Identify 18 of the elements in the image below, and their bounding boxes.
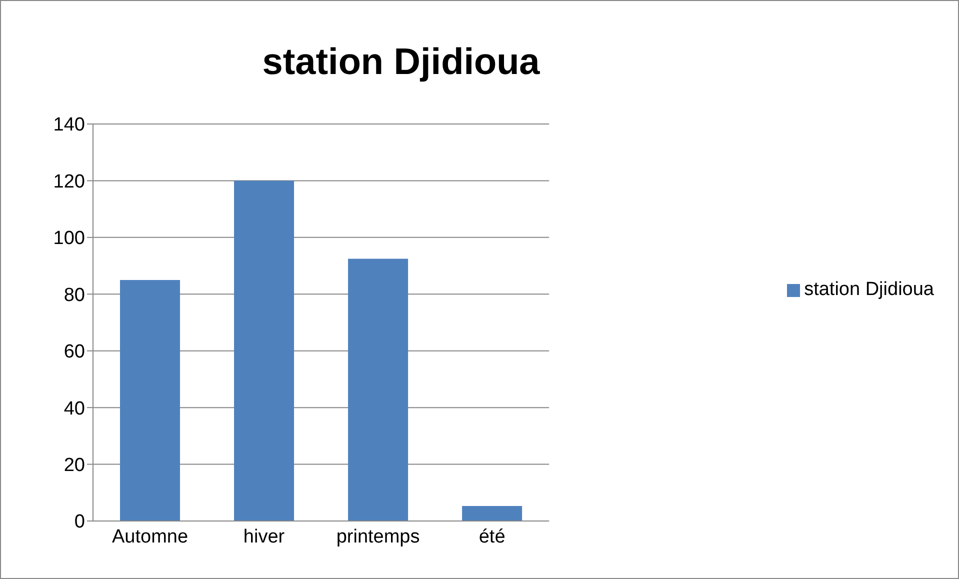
bar [462, 506, 522, 521]
y-tick-label: 120 [53, 171, 85, 192]
x-tick-label: printemps [336, 526, 420, 548]
bar [120, 280, 180, 521]
y-tick-label: 140 [53, 114, 85, 136]
legend-label: station Djidioua [804, 278, 934, 300]
bar [234, 180, 294, 521]
y-tick-label: 60 [64, 342, 85, 363]
y-tick-label: 20 [64, 455, 85, 476]
x-tick-label: été [478, 526, 506, 548]
x-tick-label: Automne [112, 526, 188, 548]
chart-title: station Djidioua [261, 41, 541, 83]
y-tick-label: 0 [74, 512, 85, 533]
y-tick-label: 100 [53, 228, 85, 250]
y-tick-label: 40 [64, 398, 85, 420]
x-tick-label: hiver [243, 526, 286, 548]
bar [348, 258, 408, 521]
y-tick-label: 80 [64, 284, 85, 306]
